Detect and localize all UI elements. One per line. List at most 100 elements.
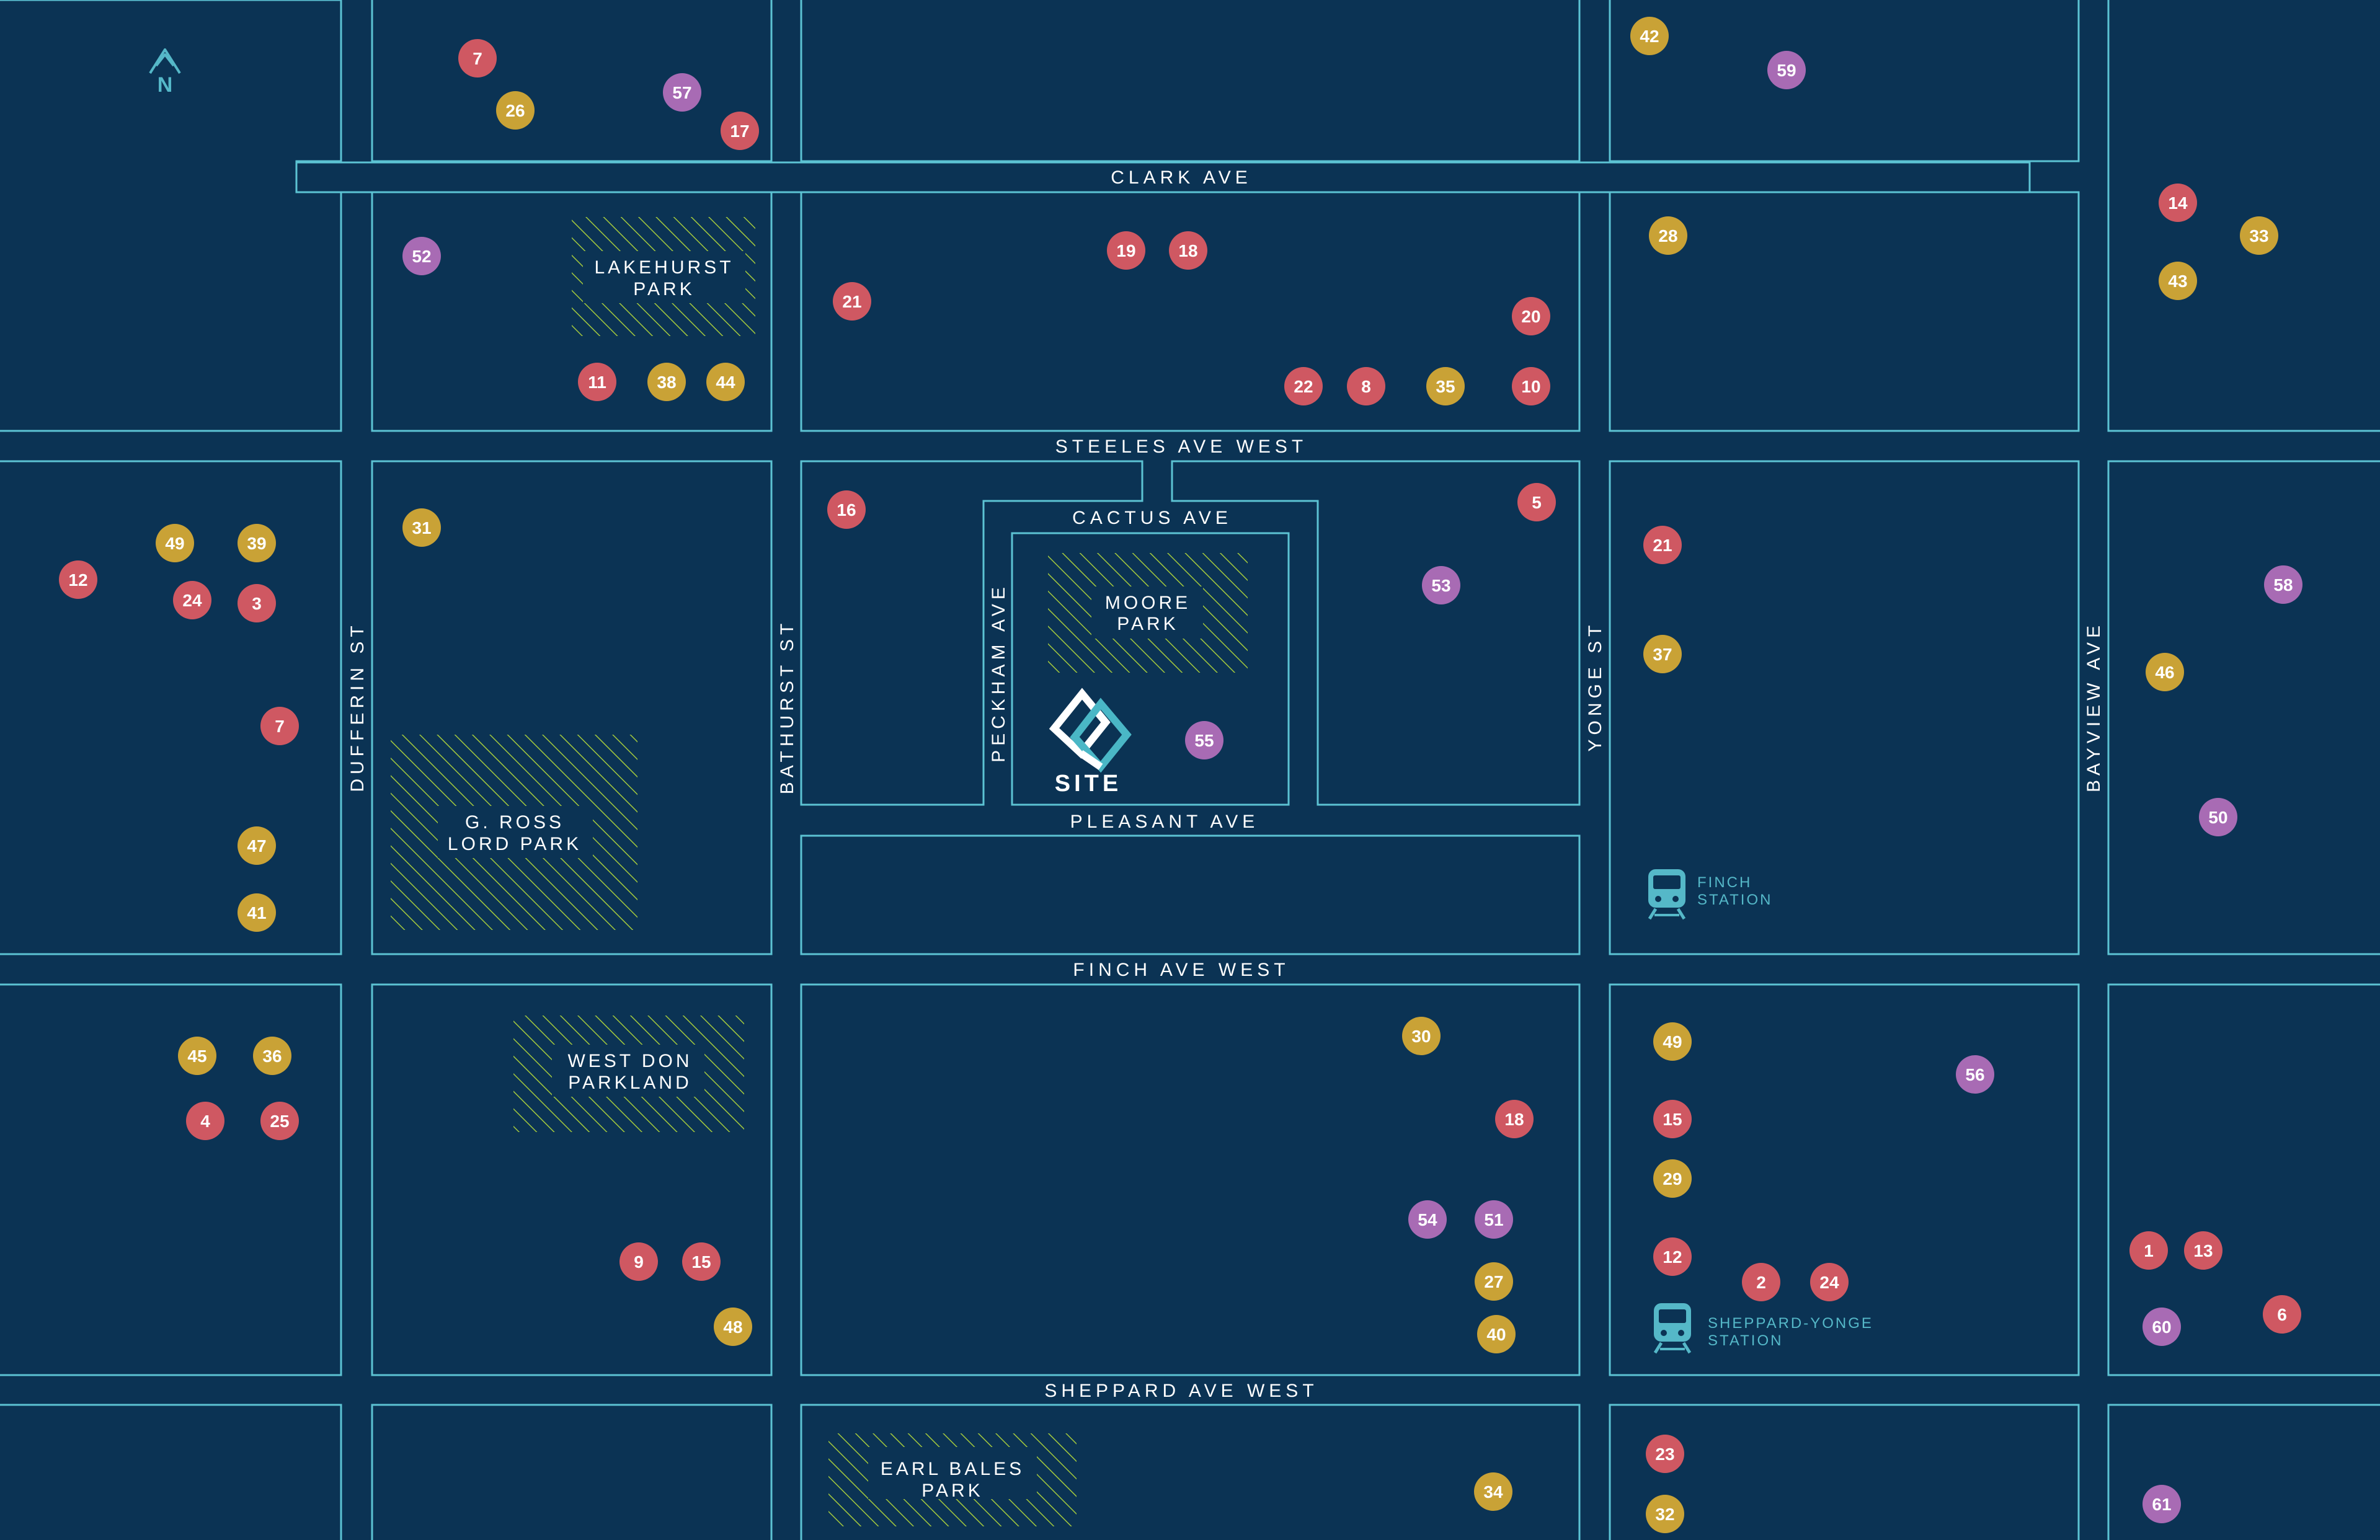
marker-circle — [578, 363, 616, 401]
amenity-marker-55[interactable]: 55 — [1185, 721, 1223, 759]
amenity-marker-49[interactable]: 49 — [156, 524, 194, 562]
marker-number: 52 — [412, 247, 431, 266]
amenity-marker-53[interactable]: 53 — [1422, 566, 1460, 604]
marker-number: 44 — [716, 373, 735, 392]
amenity-marker-45[interactable]: 45 — [178, 1037, 216, 1075]
amenity-marker-24[interactable]: 24 — [1810, 1263, 1849, 1301]
amenity-marker-58[interactable]: 58 — [2264, 565, 2302, 604]
marker-number: 30 — [1411, 1027, 1431, 1046]
amenity-marker-37[interactable]: 37 — [1643, 635, 1682, 673]
amenity-marker-43[interactable]: 43 — [2159, 262, 2197, 300]
finch-station[interactable]: FINCH STATION — [1648, 869, 1772, 919]
amenity-marker-21[interactable]: 21 — [1643, 526, 1682, 564]
marker-number: 61 — [2152, 1495, 2171, 1514]
marker-number: 22 — [1294, 377, 1313, 396]
amenity-marker-6[interactable]: 6 — [2263, 1295, 2301, 1334]
marker-number: 57 — [672, 83, 691, 102]
amenity-marker-2[interactable]: 2 — [1742, 1263, 1780, 1301]
marker-number: 13 — [2193, 1241, 2213, 1260]
amenity-marker-18[interactable]: 18 — [1169, 231, 1207, 270]
amenity-marker-29[interactable]: 29 — [1653, 1159, 1692, 1198]
amenity-marker-60[interactable]: 60 — [2142, 1308, 2181, 1346]
amenity-marker-34[interactable]: 34 — [1474, 1472, 1512, 1511]
marker-number: 56 — [1965, 1065, 1984, 1084]
amenity-marker-27[interactable]: 27 — [1475, 1262, 1513, 1301]
amenity-marker-15[interactable]: 15 — [1653, 1100, 1692, 1138]
amenity-marker-7[interactable]: 7 — [458, 39, 497, 77]
amenity-marker-44[interactable]: 44 — [706, 363, 745, 401]
amenity-marker-13[interactable]: 13 — [2184, 1231, 2222, 1270]
amenity-marker-32[interactable]: 32 — [1646, 1495, 1684, 1533]
amenity-marker-28[interactable]: 28 — [1649, 216, 1687, 255]
marker-circle — [2159, 184, 2197, 222]
amenity-marker-54[interactable]: 54 — [1408, 1200, 1447, 1239]
marker-number: 9 — [634, 1252, 644, 1272]
amenity-marker-23[interactable]: 23 — [1646, 1435, 1684, 1473]
marker-circle — [186, 1102, 224, 1140]
amenity-marker-12[interactable]: 12 — [1653, 1237, 1692, 1276]
amenity-marker-50[interactable]: 50 — [2199, 798, 2237, 836]
amenity-marker-35[interactable]: 35 — [1426, 367, 1465, 405]
amenity-marker-36[interactable]: 36 — [253, 1037, 291, 1075]
marker-circle — [1512, 367, 1550, 405]
amenity-marker-59[interactable]: 59 — [1767, 51, 1806, 89]
amenity-marker-48[interactable]: 48 — [714, 1308, 752, 1346]
amenity-marker-20[interactable]: 20 — [1512, 297, 1550, 335]
amenity-marker-41[interactable]: 41 — [238, 893, 276, 932]
amenity-marker-1[interactable]: 1 — [2129, 1231, 2168, 1270]
amenity-marker-49[interactable]: 49 — [1653, 1022, 1692, 1061]
marker-number: 15 — [691, 1252, 711, 1272]
marker-number: 53 — [1431, 576, 1450, 595]
amenity-marker-22[interactable]: 22 — [1284, 367, 1323, 405]
amenity-marker-61[interactable]: 61 — [2142, 1485, 2181, 1523]
amenity-marker-26[interactable]: 26 — [496, 91, 535, 130]
street-steeles-ave-west: STEELES AVE WEST — [1055, 436, 1308, 457]
marker-circle — [1185, 721, 1223, 759]
amenity-marker-47[interactable]: 47 — [238, 826, 276, 865]
amenity-marker-38[interactable]: 38 — [647, 363, 686, 401]
site-marker[interactable]: SITE — [1049, 688, 1132, 797]
marker-number: 4 — [200, 1112, 210, 1131]
amenity-marker-5[interactable]: 5 — [1517, 483, 1556, 521]
marker-circle — [1422, 566, 1460, 604]
amenity-marker-9[interactable]: 9 — [619, 1242, 658, 1281]
amenity-marker-17[interactable]: 17 — [721, 112, 759, 150]
amenity-marker-16[interactable]: 16 — [827, 490, 866, 529]
amenity-marker-10[interactable]: 10 — [1512, 367, 1550, 405]
marker-circle — [2159, 262, 2197, 300]
amenity-marker-42[interactable]: 42 — [1630, 17, 1669, 55]
amenity-marker-56[interactable]: 56 — [1956, 1055, 1994, 1094]
amenity-marker-15[interactable]: 15 — [682, 1242, 721, 1281]
amenity-marker-14[interactable]: 14 — [2159, 184, 2197, 222]
marker-circle — [2142, 1485, 2181, 1523]
amenity-marker-25[interactable]: 25 — [260, 1102, 299, 1140]
amenity-marker-3[interactable]: 3 — [238, 584, 276, 622]
amenity-marker-52[interactable]: 52 — [402, 237, 441, 275]
amenity-marker-46[interactable]: 46 — [2146, 653, 2184, 691]
amenity-marker-30[interactable]: 30 — [1402, 1017, 1441, 1055]
amenity-marker-8[interactable]: 8 — [1347, 367, 1385, 405]
amenity-marker-4[interactable]: 4 — [186, 1102, 224, 1140]
amenity-marker-18[interactable]: 18 — [1495, 1100, 1534, 1138]
amenity-marker-40[interactable]: 40 — [1477, 1315, 1516, 1353]
amenity-marker-24[interactable]: 24 — [173, 581, 211, 619]
marker-circle — [1742, 1263, 1780, 1301]
marker-circle — [1643, 526, 1682, 564]
marker-circle — [1767, 51, 1806, 89]
amenity-marker-19[interactable]: 19 — [1107, 231, 1145, 270]
amenity-marker-21[interactable]: 21 — [833, 282, 871, 321]
amenity-marker-7[interactable]: 7 — [260, 707, 299, 745]
street-finch-ave-west: FINCH AVE WEST — [1073, 960, 1289, 980]
marker-circle — [1347, 367, 1385, 405]
marker-circle — [1512, 297, 1550, 335]
amenity-marker-12[interactable]: 12 — [59, 560, 97, 599]
amenity-marker-33[interactable]: 33 — [2240, 216, 2278, 255]
g-ross-lord-park-label-2: LORD PARK — [448, 834, 582, 854]
sheppard-yonge-station[interactable]: SHEPPARD-YONGE STATION — [1654, 1303, 1873, 1353]
amenity-marker-57[interactable]: 57 — [663, 73, 701, 112]
marker-number: 12 — [68, 570, 87, 590]
amenity-marker-39[interactable]: 39 — [238, 524, 276, 562]
amenity-marker-51[interactable]: 51 — [1475, 1200, 1513, 1239]
amenity-marker-11[interactable]: 11 — [578, 363, 616, 401]
amenity-marker-31[interactable]: 31 — [402, 508, 441, 547]
